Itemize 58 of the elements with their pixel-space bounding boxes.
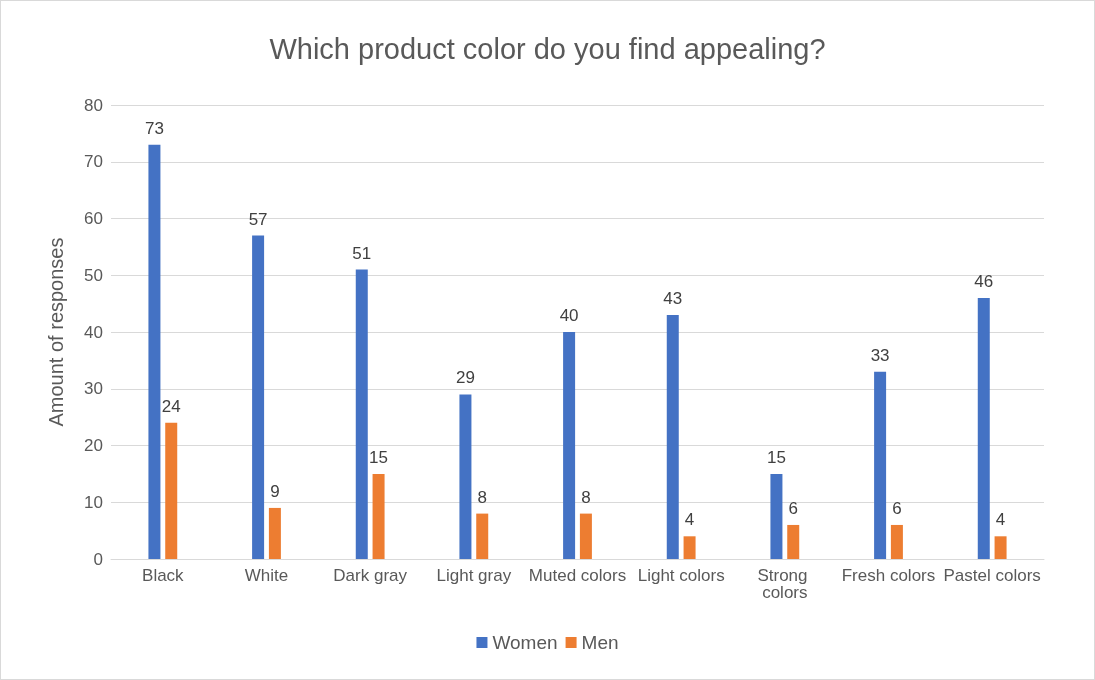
y-tick-label: 60 — [84, 209, 103, 228]
data-label: 46 — [974, 271, 994, 291]
x-tick-label: Strong colors — [757, 566, 813, 602]
data-label: 15 — [766, 447, 786, 467]
bar — [890, 524, 903, 559]
bar — [476, 513, 489, 559]
data-label: 8 — [477, 487, 487, 507]
bar — [165, 422, 178, 559]
x-tick-label: White — [244, 566, 289, 585]
x-tick-label: Fresh colors — [841, 566, 936, 585]
bar — [252, 235, 265, 559]
y-axis-title: Amount of responses — [45, 237, 67, 427]
bar — [459, 394, 472, 559]
data-label: 73 — [144, 118, 164, 138]
y-tick-label: 0 — [93, 549, 103, 569]
bar — [994, 536, 1007, 559]
x-tick-label: Light gray — [436, 566, 512, 585]
chart-title: Which product color do you find appealing? — [269, 32, 826, 65]
data-label: 29 — [455, 368, 475, 388]
bar — [977, 297, 990, 559]
bar — [148, 144, 161, 559]
data-label: 9 — [270, 481, 280, 501]
x-tick-label: Dark gray — [333, 566, 408, 585]
bar — [563, 332, 576, 559]
bar — [770, 473, 783, 559]
y-tick-label: 70 — [84, 152, 103, 172]
data-label: 40 — [559, 306, 579, 325]
y-tick-label: 10 — [84, 492, 103, 512]
data-label: 43 — [663, 288, 683, 308]
y-tick-label: 20 — [84, 436, 103, 455]
bar — [372, 473, 385, 559]
x-tick-label: Muted colors — [528, 566, 627, 585]
data-label: 33 — [870, 345, 890, 365]
data-label: 6 — [892, 498, 902, 518]
y-tick-label: 30 — [84, 379, 103, 399]
data-label: 57 — [248, 209, 268, 229]
bar — [683, 536, 696, 559]
bar — [874, 371, 887, 559]
data-label: 51 — [352, 243, 372, 263]
legend-label: Men — [581, 632, 619, 653]
legend-label: Women — [492, 632, 558, 653]
bar — [787, 524, 800, 559]
bar — [355, 269, 368, 559]
data-label: 4 — [995, 510, 1006, 530]
data-label: 15 — [369, 447, 389, 467]
y-tick-label: 50 — [84, 265, 103, 285]
data-label: 8 — [581, 487, 591, 507]
x-tick-label: Pastel colors — [943, 566, 1041, 585]
data-label: 24 — [161, 396, 181, 416]
bar — [666, 314, 679, 559]
bar — [579, 513, 592, 559]
bar — [268, 507, 281, 559]
data-label: 6 — [788, 498, 798, 518]
y-tick-label: 80 — [84, 95, 103, 115]
x-tick-label: Light colors — [637, 566, 725, 585]
y-tick-label: 40 — [84, 322, 103, 342]
data-label: 4 — [684, 510, 695, 530]
x-tick-label: Black — [142, 566, 185, 585]
